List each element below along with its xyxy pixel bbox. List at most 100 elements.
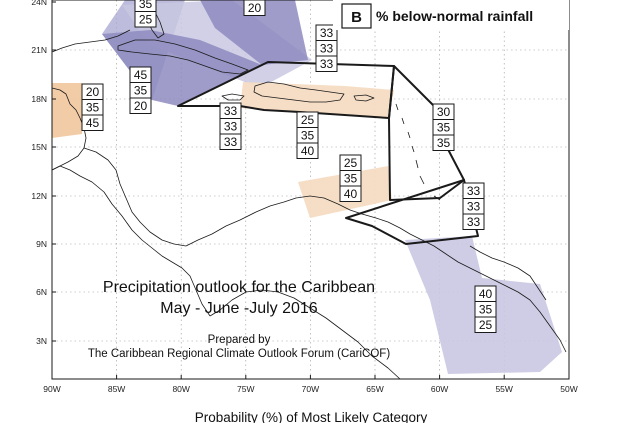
x-tick-label: 75W xyxy=(237,384,254,394)
region-bahamas: 20 xyxy=(243,0,266,16)
probability-value: 45 xyxy=(86,116,100,130)
bottom-label: Probability (%) of Most Likely Category xyxy=(195,410,428,423)
central-america-coast xyxy=(51,165,211,317)
shade-belize xyxy=(52,83,82,138)
x-tick-label: 90W xyxy=(43,384,60,394)
probability-value: 33 xyxy=(320,26,334,40)
x-tick-label: 65W xyxy=(366,384,383,394)
probability-value: 25 xyxy=(479,318,493,332)
probability-value: 45 xyxy=(134,68,148,82)
shade-bahamas-light xyxy=(122,0,312,88)
title-line-2: May - June -July 2016 xyxy=(160,300,318,317)
x-tick-label: 50W xyxy=(560,384,577,394)
title-block: Precipitation outlook for the Caribbean … xyxy=(88,279,390,360)
y-tick-labels: 24N 21N 18N 15N 12N 9N 6N 3N xyxy=(31,0,47,346)
probability-box xyxy=(432,134,455,151)
outline-north-antilles xyxy=(177,61,395,119)
probability-value: 33 xyxy=(467,184,481,198)
probability-value: 33 xyxy=(467,200,481,214)
probability-value: 33 xyxy=(320,57,334,71)
probability-value: 33 xyxy=(320,42,334,56)
legend-key-box xyxy=(341,3,372,29)
axis-ticks xyxy=(51,1,570,379)
probability-value: 40 xyxy=(344,187,358,201)
probability-value: 33 xyxy=(224,120,238,134)
legend-text: % below-normal rainfall xyxy=(376,8,533,24)
shade-bahamas-dark xyxy=(200,0,308,65)
probability-value: 20 xyxy=(86,85,100,99)
y-tick-label: 15N xyxy=(31,142,47,152)
probability-value: 35 xyxy=(86,101,100,115)
y-tick-label: 12N xyxy=(31,191,47,201)
probability-value: 35 xyxy=(437,136,451,150)
x-tick-label: 55W xyxy=(495,384,512,394)
x-tick-label: 85W xyxy=(108,384,125,394)
x-tick-labels: 90W 85W 80W 75W 70W 65W 60W 55W 50W xyxy=(43,384,577,394)
probability-value: 25 xyxy=(301,113,315,127)
x-tick-label: 70W xyxy=(302,384,319,394)
probability-value: 35 xyxy=(301,129,315,143)
y-tick-label: 24N xyxy=(31,0,47,7)
south-america-north-coast xyxy=(185,195,567,353)
coastlines xyxy=(51,0,567,380)
legend-key: B xyxy=(351,9,362,26)
y-tick-label: 3N xyxy=(36,336,47,346)
probability-value: 33 xyxy=(224,104,238,118)
central-america-caribbean xyxy=(83,147,187,247)
probability-value: 25 xyxy=(139,13,153,27)
antilles-islands xyxy=(395,103,441,201)
shade-hispaniola xyxy=(240,82,394,118)
guianas-coast xyxy=(469,245,547,301)
probability-value: 40 xyxy=(479,287,493,301)
x-tick-label: 60W xyxy=(431,384,448,394)
legend: B % below-normal rainfall xyxy=(333,0,569,30)
probability-box xyxy=(243,0,266,16)
legend-background xyxy=(333,0,569,30)
probability-value: 35 xyxy=(139,0,153,11)
probability-value: 20 xyxy=(248,1,262,15)
probability-value: 35 xyxy=(134,84,148,98)
probability-box xyxy=(134,11,157,28)
title-line-1: Precipitation outlook for the Caribbean xyxy=(103,279,375,296)
probability-box xyxy=(315,55,338,72)
probability-value: 35 xyxy=(479,303,493,317)
south-america-inland xyxy=(209,289,401,380)
probability-box xyxy=(462,213,485,230)
puerto-rico-coast xyxy=(353,94,375,102)
probability-box xyxy=(474,316,497,333)
y-tick-label: 21N xyxy=(31,45,47,55)
gulf-coast xyxy=(51,29,131,53)
probability-value: 20 xyxy=(134,99,148,113)
probability-value: 40 xyxy=(301,144,315,158)
y-tick-label: 9N xyxy=(36,239,47,249)
probability-value: 25 xyxy=(344,156,358,170)
probability-value: 35 xyxy=(344,172,358,186)
shade-cuba-west xyxy=(102,30,262,106)
probability-box xyxy=(81,114,104,131)
probability-value: 35 xyxy=(437,121,451,135)
x-tick-label: 80W xyxy=(172,384,189,394)
hispaniola-coast xyxy=(253,81,345,103)
probability-box xyxy=(129,97,152,114)
outline-trinidad xyxy=(345,179,479,245)
y-tick-label: 18N xyxy=(31,94,47,104)
probability-value: 30 xyxy=(437,105,451,119)
probability-box xyxy=(219,133,242,150)
jamaica-coast xyxy=(221,93,245,101)
probability-value: 33 xyxy=(224,135,238,149)
cuba-coast xyxy=(117,39,249,75)
credit-line-2: The Caribbean Regional Climate Outlook F… xyxy=(88,348,390,360)
probability-box xyxy=(296,142,319,159)
y-tick-label: 6N xyxy=(36,287,47,297)
probability-value: 33 xyxy=(467,215,481,229)
